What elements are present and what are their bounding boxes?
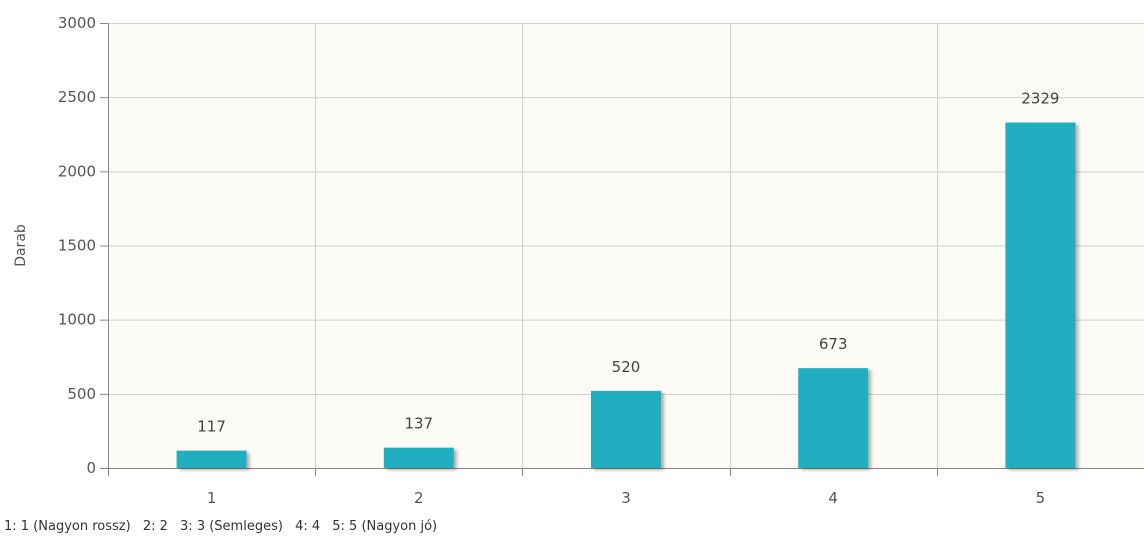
x-tick-label: 3 — [621, 489, 631, 507]
data-labels: 117 137 520 673 2329 — [197, 90, 1059, 436]
y-tick-label: 0 — [86, 459, 96, 477]
y-tick-label: 2500 — [58, 88, 96, 106]
y-axis-title: Darab — [13, 224, 29, 267]
data-label: 673 — [819, 335, 848, 353]
x-tick-label: 1 — [207, 489, 217, 507]
bar — [383, 447, 454, 468]
legend-item: 1: 1 (Nagyon rossz) — [4, 519, 131, 534]
y-tick-label: 500 — [67, 385, 96, 403]
bars — [176, 122, 1076, 468]
bar — [176, 450, 247, 468]
x-tick-label: 2 — [414, 489, 424, 507]
data-label: 520 — [612, 358, 641, 376]
x-tick-label: 4 — [828, 489, 838, 507]
category-legend: 1: 1 (Nagyon rossz) 2: 2 3: 3 (Semleges)… — [4, 519, 445, 534]
legend-item: 3: 3 (Semleges) — [180, 519, 283, 534]
legend-item: 5: 5 (Nagyon jó) — [332, 519, 438, 534]
y-tick-label: 2000 — [58, 162, 96, 180]
y-tick-label: 1000 — [58, 311, 96, 329]
y-tick-label: 1500 — [58, 237, 96, 255]
axes: 0 500 1000 1500 2000 2500 3000 1 2 3 4 5 — [58, 14, 1144, 507]
grid-lines — [108, 23, 1144, 468]
x-tick-label: 5 — [1036, 489, 1046, 507]
bar — [591, 390, 661, 468]
data-label: 117 — [197, 418, 226, 436]
data-label: 2329 — [1021, 90, 1059, 108]
legend-item: 2: 2 — [142, 519, 168, 534]
legend-item: 4: 4 — [295, 519, 321, 534]
bar — [798, 368, 869, 468]
bar — [1005, 122, 1076, 468]
y-tick-label: 3000 — [58, 14, 96, 32]
data-label: 137 — [404, 415, 433, 433]
